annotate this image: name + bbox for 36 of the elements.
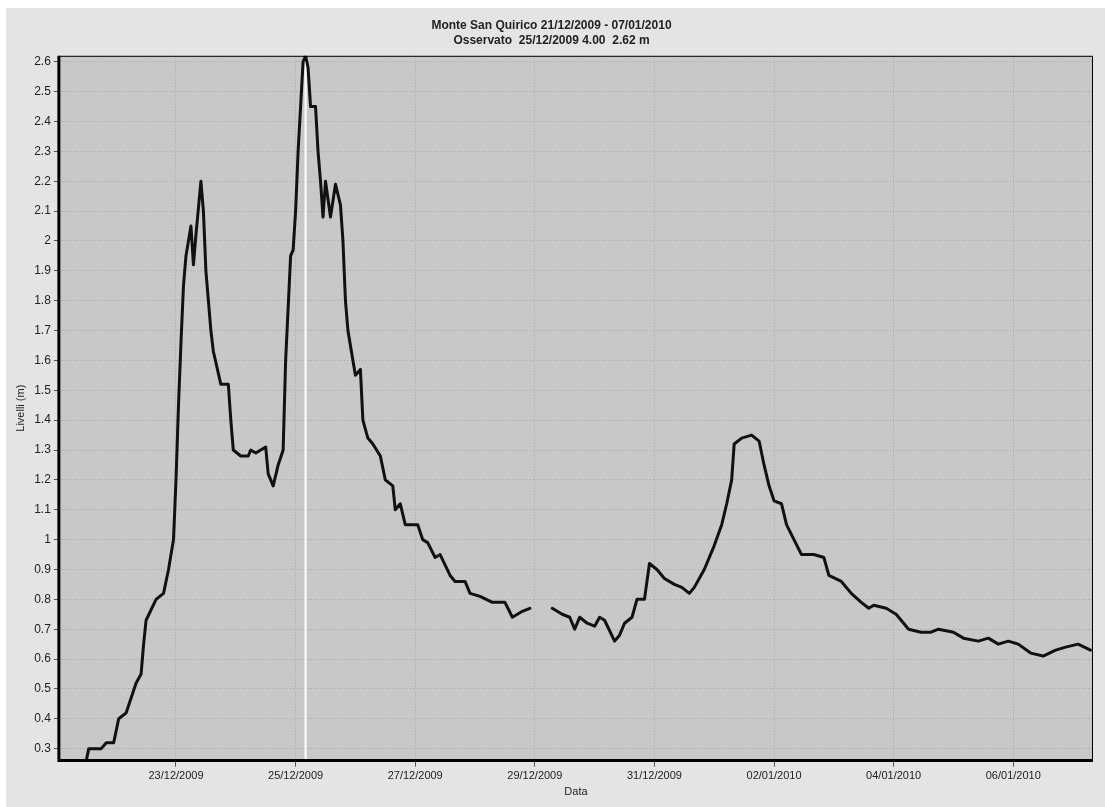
y-tick-label: 1.3 <box>34 442 52 457</box>
y-tick-label: 1.5 <box>34 382 52 397</box>
y-tick-label: 1.1 <box>34 502 52 517</box>
y-tick-label: 0.7 <box>34 621 52 636</box>
chart-subtitle: Osservato 25/12/2009 4.00 2.62 m <box>453 32 650 47</box>
y-tick-label: 2 <box>44 233 52 248</box>
y-tick-label: 0.9 <box>34 561 52 576</box>
y-axis-title: Livelli (m) <box>13 384 26 432</box>
x-tick-label: 27/12/2009 <box>387 769 443 782</box>
x-tick-label: 29/12/2009 <box>507 769 563 782</box>
y-tick-label: 1.7 <box>34 322 52 337</box>
y-tick-label: 2.4 <box>34 113 52 128</box>
y-tick-label: 0.8 <box>34 591 52 606</box>
x-tick-label: 25/12/2009 <box>268 769 324 782</box>
x-tick-label: 02/01/2010 <box>746 769 802 782</box>
x-tick-label: 04/01/2010 <box>866 769 922 782</box>
y-tick-label: 1 <box>44 531 52 546</box>
y-tick-label: 0.4 <box>34 711 52 726</box>
x-axis-title: Data <box>564 785 589 798</box>
y-tick-label: 2.6 <box>34 54 52 69</box>
chart-title: Monte San Quirico 21/12/2009 - 07/01/2010 <box>431 17 672 32</box>
y-tick-label: 2.5 <box>34 83 52 98</box>
y-tick-label: 1.4 <box>34 412 52 427</box>
y-tick-label: 2.1 <box>34 203 52 218</box>
y-tick-label: 2.3 <box>34 143 52 158</box>
y-tick-label: 1.2 <box>34 472 52 487</box>
x-tick-label: 06/01/2010 <box>985 769 1041 782</box>
x-tick-label: 31/12/2009 <box>626 769 682 782</box>
y-tick-label: 1.8 <box>34 293 52 307</box>
y-tick-label: 1.9 <box>34 263 52 278</box>
x-tick-label: 23/12/2009 <box>148 769 204 782</box>
y-tick-label: 0.3 <box>34 740 52 755</box>
y-tick-label: 1.6 <box>34 352 52 367</box>
y-tick-label: 2.2 <box>34 173 52 188</box>
y-tick-label: 0.5 <box>34 681 52 696</box>
y-tick-label: 0.6 <box>34 651 52 666</box>
